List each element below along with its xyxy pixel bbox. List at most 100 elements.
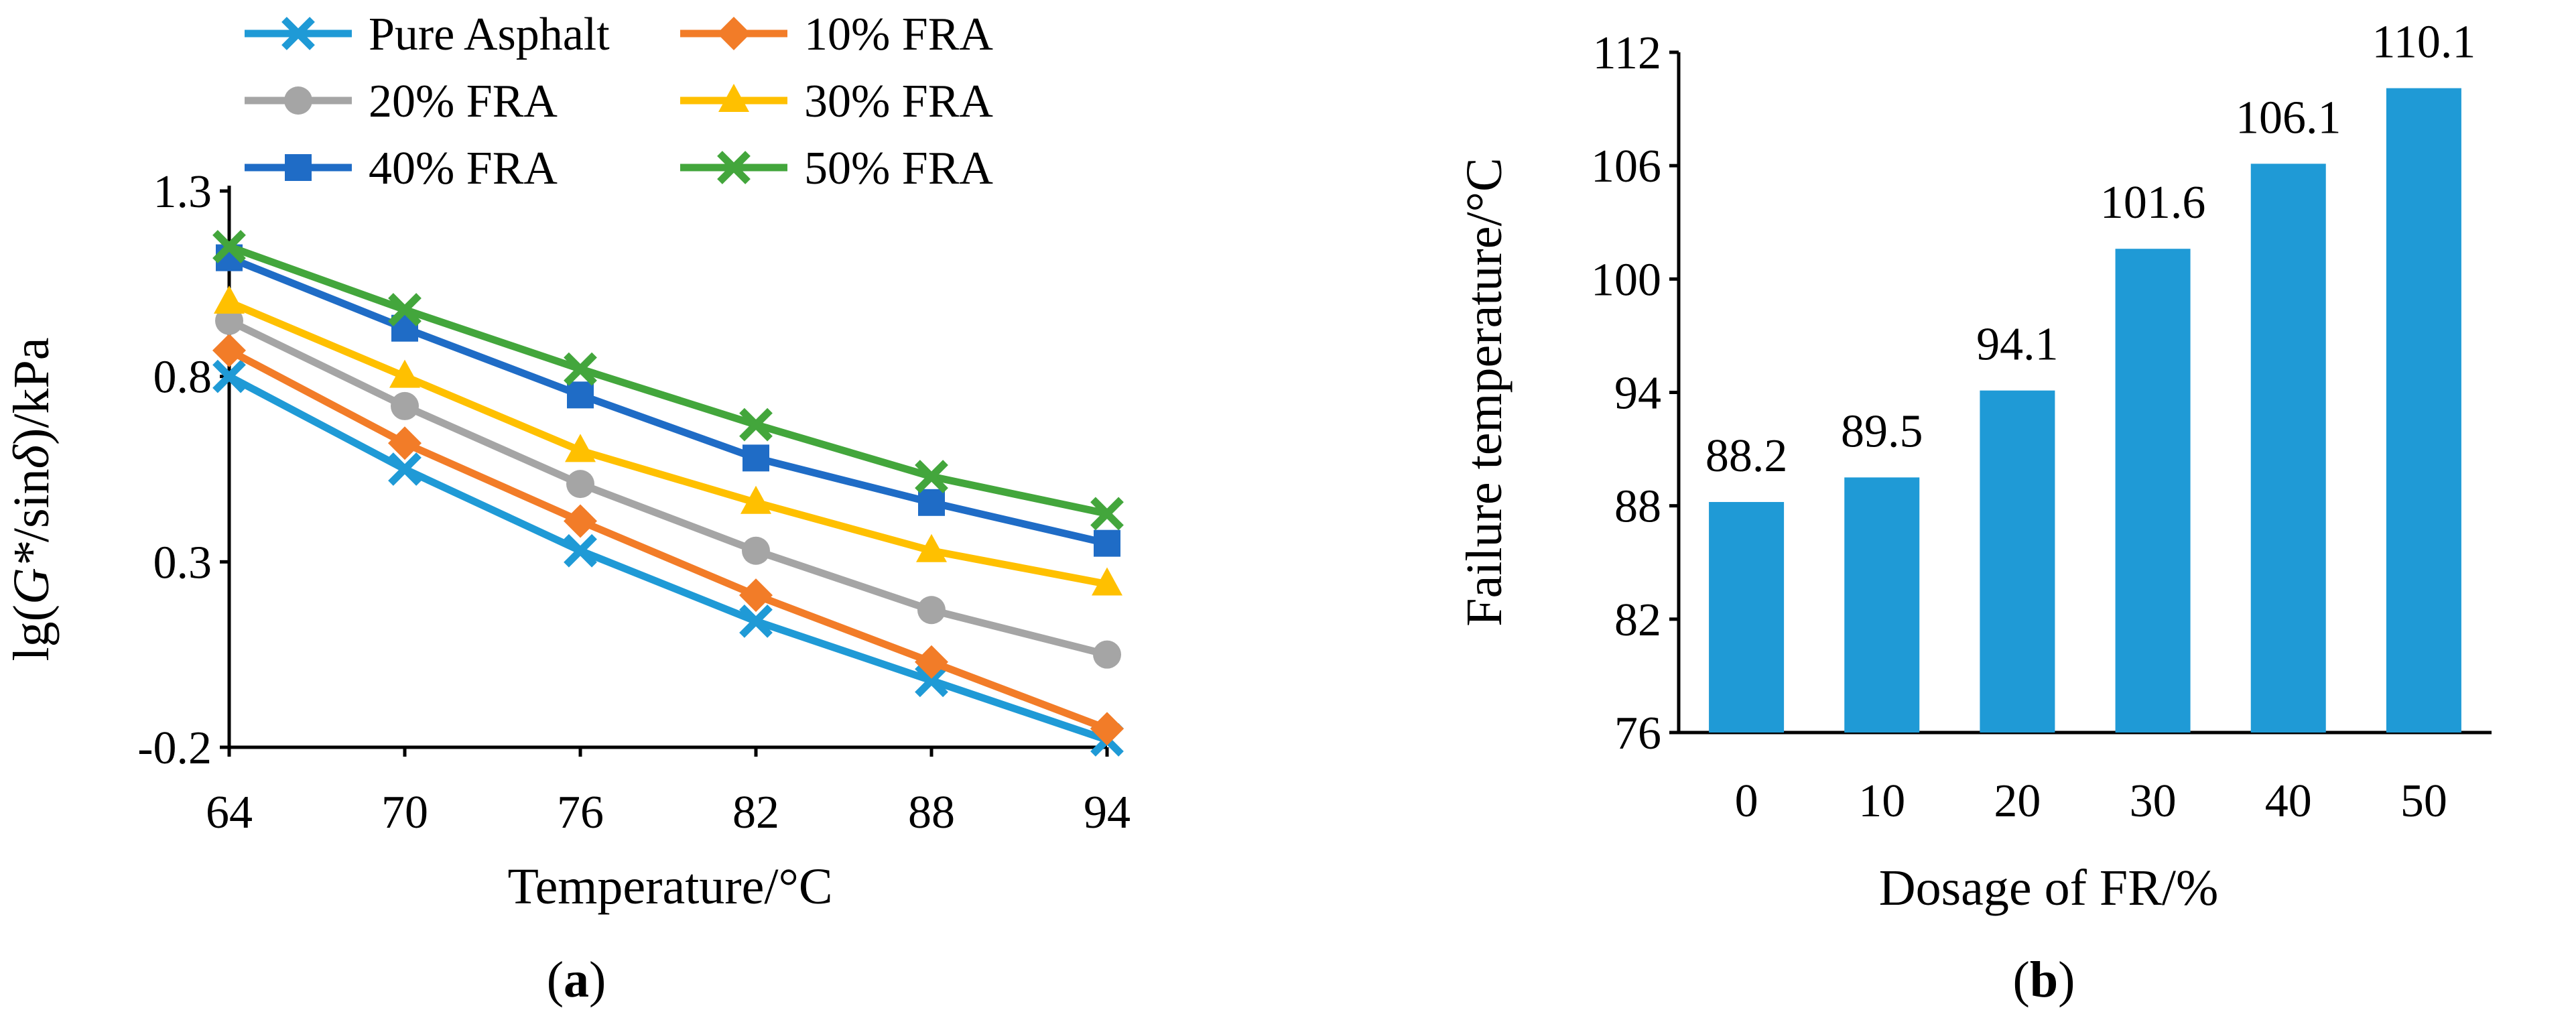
data-point bbox=[1094, 529, 1120, 557]
y-axis-title: Failure temperature/°C bbox=[1456, 157, 1512, 626]
y-tick-label: 94 bbox=[1614, 368, 1661, 420]
marker-stroke bbox=[915, 460, 948, 493]
series-line bbox=[227, 254, 1108, 548]
data-point bbox=[743, 444, 769, 472]
marker-stroke bbox=[388, 452, 422, 486]
data-label: 101.6 bbox=[2100, 177, 2206, 229]
series-50-fra bbox=[212, 230, 1124, 531]
data-point bbox=[212, 333, 246, 367]
data-point bbox=[915, 663, 948, 698]
bar bbox=[1844, 477, 1920, 733]
y-tick-label: 76 bbox=[1614, 708, 1661, 759]
y-tick-label: 100 bbox=[1591, 254, 1661, 306]
x-tick-label: 50 bbox=[2400, 775, 2447, 827]
data-point bbox=[739, 407, 773, 442]
x-tick-label: 94 bbox=[1084, 787, 1131, 838]
y-tick-label: 88 bbox=[1614, 481, 1661, 533]
y-tick-label: 0.3 bbox=[153, 537, 212, 588]
data-point bbox=[389, 359, 420, 388]
y-tick-label: 82 bbox=[1614, 594, 1661, 646]
x-tick-label: 10 bbox=[1858, 775, 1905, 827]
data-label: 110.1 bbox=[2372, 17, 2475, 68]
data-point bbox=[564, 533, 597, 568]
bar bbox=[2386, 88, 2461, 733]
marker-stroke bbox=[564, 533, 597, 568]
marker-stroke bbox=[212, 359, 246, 393]
series-line bbox=[227, 317, 1108, 658]
data-point bbox=[391, 391, 419, 420]
x-tick-label: 70 bbox=[381, 787, 428, 838]
data-point bbox=[565, 434, 596, 462]
legend-marker bbox=[285, 154, 312, 181]
marker-stroke bbox=[717, 151, 751, 184]
marker-stroke bbox=[915, 663, 948, 698]
series-pure-asphalt bbox=[212, 359, 1124, 757]
legend-entry: 50% FRA bbox=[680, 143, 993, 194]
legend-marker bbox=[717, 151, 751, 184]
data-point bbox=[566, 470, 594, 499]
marker-stroke bbox=[1090, 497, 1124, 531]
x-tick-label: 82 bbox=[732, 787, 779, 838]
y-tick-label: 106 bbox=[1591, 141, 1661, 192]
series-line bbox=[227, 347, 1108, 733]
y-tick-label: 0.8 bbox=[153, 352, 212, 403]
bar bbox=[2115, 249, 2191, 733]
data-label: 89.5 bbox=[1841, 405, 1923, 457]
data-point bbox=[564, 504, 597, 538]
data-point bbox=[1093, 640, 1121, 669]
data-point bbox=[1090, 712, 1124, 746]
series-30-fra bbox=[214, 286, 1122, 596]
legend-entry: 40% FRA bbox=[245, 143, 558, 194]
bar bbox=[2250, 164, 2326, 733]
series-line bbox=[227, 298, 1108, 588]
legend-label: 40% FRA bbox=[369, 143, 558, 194]
legend-entry: 20% FRA bbox=[245, 76, 558, 127]
y-tick-label: 1.3 bbox=[153, 166, 212, 218]
legend-marker bbox=[284, 86, 312, 115]
series-line bbox=[228, 243, 1108, 517]
series-line bbox=[227, 373, 1108, 744]
x-tick-label: 76 bbox=[557, 787, 604, 838]
marker-stroke bbox=[212, 230, 246, 263]
series-10-fra bbox=[212, 333, 1124, 746]
legend-entry: 10% FRA bbox=[680, 9, 993, 60]
bar bbox=[1709, 502, 1785, 733]
data-point bbox=[915, 645, 948, 679]
data-point bbox=[739, 578, 773, 613]
panel-label-a: (a) bbox=[547, 952, 606, 1008]
x-axis-title: Temperature/°C bbox=[507, 859, 832, 915]
y-tick-label: 112 bbox=[1593, 27, 1661, 79]
legend: Pure Asphalt 10% FRA 20% FRA 30% FRA 40% FRA… bbox=[245, 9, 993, 194]
data-label: 94.1 bbox=[1976, 319, 2059, 371]
panel-a-line-chart: Pure Asphalt 10% FRA 20% FRA 30% FRA 40% FRA… bbox=[3, 9, 1131, 1008]
panel-b-bar-chart: 76 82 88 94 100 106 112 88.2 0 89.5 10 94.1 20 101.6 3… bbox=[1456, 17, 2492, 1008]
data-point bbox=[388, 426, 422, 460]
y-axis-title: lg(G*/sinδ)/kPa bbox=[3, 338, 60, 661]
data-point bbox=[215, 306, 243, 335]
marker-stroke bbox=[739, 407, 773, 442]
legend-marker bbox=[718, 84, 749, 112]
legend-marker bbox=[281, 17, 315, 50]
legend-label: 30% FRA bbox=[804, 76, 993, 127]
data-point bbox=[917, 596, 946, 625]
series-40-fra bbox=[216, 244, 1120, 557]
data-point bbox=[567, 381, 594, 409]
x-axis-title: Dosage of FR/% bbox=[1879, 860, 2219, 916]
x-tick-label: 40 bbox=[2265, 775, 2312, 827]
plot-area: -0.2 0.3 0.8 1.3 64 70 76 82 88 94 bbox=[137, 166, 1131, 838]
x-tick-label: 30 bbox=[2130, 775, 2177, 827]
marker-stroke bbox=[388, 293, 422, 326]
data-label: 88.2 bbox=[1705, 430, 1788, 482]
x-tick-label: 88 bbox=[908, 787, 955, 838]
data-point bbox=[739, 604, 773, 638]
data-point bbox=[388, 452, 422, 486]
legend-entry: 30% FRA bbox=[680, 76, 993, 127]
data-point bbox=[212, 359, 246, 393]
legend-label: 10% FRA bbox=[804, 9, 993, 60]
data-point bbox=[916, 533, 947, 562]
x-tick-label: 64 bbox=[206, 787, 253, 838]
legend-label: 50% FRA bbox=[804, 143, 993, 194]
panel-label-b: (b) bbox=[2013, 952, 2075, 1008]
x-tick-label: 20 bbox=[1994, 775, 2041, 827]
